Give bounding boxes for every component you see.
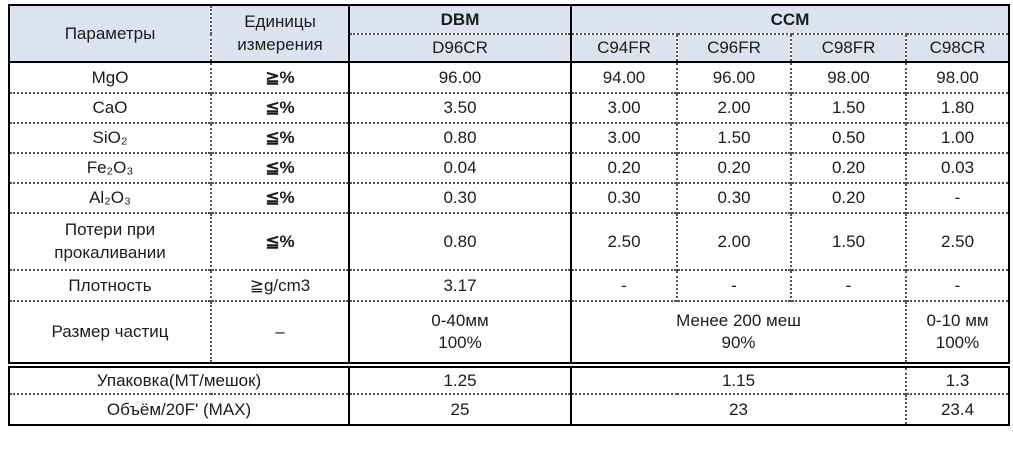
value-cell-d96cr: 0.80: [348, 212, 571, 270]
value-cell-c98fr: 0.20: [790, 182, 906, 213]
value-cell-c98cr: -: [904, 182, 1010, 213]
value-cell-ccm-merged: Менее 200 меш 90%: [570, 300, 906, 365]
unit-cell: ≦%: [210, 212, 349, 270]
param-cell: Al₂O₃: [9, 182, 211, 213]
value-cell-c98fr: 1.50: [790, 212, 906, 270]
value-cell-c98cr: 1.00: [904, 122, 1010, 153]
row-al2o3: Al₂O₃ ≦% 0.30 0.30 0.30 0.20 -: [9, 182, 1010, 213]
value-cell-c94fr: 0.20: [570, 152, 677, 183]
value-cell-c98cr: 0-10 мм 100%: [904, 300, 1010, 365]
row-mgo: MgO ≧% 96.00 94.00 96.00 98.00 98.00: [9, 61, 1010, 93]
header-model-d96cr: D96CR: [348, 33, 571, 62]
value-cell-c98fr: 1.50: [790, 92, 906, 123]
value-cell-c96fr: 1.50: [676, 122, 791, 153]
value-cell-c98fr: 98.00: [790, 61, 906, 93]
value-cell-c94fr: 3.00: [570, 92, 677, 123]
value-cell-c98cr: -: [904, 269, 1010, 301]
value-cell-d96cr: 96.00: [348, 61, 571, 93]
value-cell-d96cr: 0-40мм 100%: [348, 300, 571, 365]
param-cell: CaO: [9, 92, 211, 123]
header-parameters: Параметры: [9, 5, 211, 62]
value-cell-c98fr: 0.20: [790, 152, 906, 183]
value-cell-c96fr: 96.00: [676, 61, 791, 93]
value-cell-d96cr: 0.04: [348, 152, 571, 183]
unit-cell: –: [210, 300, 349, 365]
header-model-c94fr: C94FR: [570, 33, 677, 62]
value-cell-c96fr: 0.20: [676, 152, 791, 183]
value-cell-c98cr: 1.80: [904, 92, 1010, 123]
footer-label-cell: Упаковка(МТ/мешок): [9, 362, 349, 394]
param-cell: Плотность: [9, 269, 211, 301]
unit-cell: ≦%: [210, 92, 349, 123]
row-cao: CaO ≦% 3.50 3.00 2.00 1.50 1.80: [9, 92, 1010, 123]
row-loss-on-ignition: Потери при прокаливании ≦% 0.80 2.50 2.0…: [9, 212, 1010, 270]
value-cell-c94fr: -: [570, 269, 677, 301]
unit-cell: ≧g/cm3: [210, 269, 349, 301]
value-cell-c98fr: -: [790, 269, 906, 301]
value-cell-c94fr: 0.30: [570, 182, 677, 213]
header-model-c96fr: C96FR: [676, 33, 791, 62]
value-cell-c98fr: 0.50: [790, 122, 906, 153]
value-cell-c98cr: 2.50: [904, 212, 1010, 270]
value-cell-c94fr: 94.00: [570, 61, 677, 93]
value-cell-ccm-merged: 1.15: [570, 362, 906, 394]
unit-cell: ≧%: [210, 61, 349, 93]
unit-cell: ≦%: [210, 152, 349, 183]
unit-cell: ≦%: [210, 182, 349, 213]
value-cell-c98cr: 1.3: [904, 362, 1010, 394]
row-packing: Упаковка(МТ/мешок) 1.25 1.15 1.3: [9, 362, 1010, 394]
value-cell-c98cr: 98.00: [904, 61, 1010, 93]
header-units: Единицы измерения: [210, 5, 349, 62]
param-cell: SiO₂: [9, 122, 211, 153]
param-cell: Fe₂O₃: [9, 152, 211, 183]
value-cell-c96fr: 2.00: [676, 212, 791, 270]
header-model-c98fr: C98FR: [790, 33, 906, 62]
value-cell-c98cr: 23.4: [904, 393, 1010, 425]
value-cell-c96fr: 0.30: [676, 182, 791, 213]
spec-table: Параметры Единицы измерения DBM CCM D96C…: [8, 4, 1011, 426]
footer-label-cell: Объём/20F' (MAX): [9, 393, 349, 425]
value-cell-d96cr: 0.80: [348, 122, 571, 153]
param-cell: Размер частиц: [9, 300, 211, 365]
value-cell-c94fr: 3.00: [570, 122, 677, 153]
row-volume: Объём/20F' (MAX) 25 23 23.4: [9, 393, 1010, 425]
header-row-models: D96CR C94FR C96FR C98FR C98CR: [9, 33, 1010, 62]
value-cell-c96fr: 2.00: [676, 92, 791, 123]
header-group-ccm: CCM: [569, 5, 1010, 34]
header-model-c98cr: C98CR: [904, 33, 1010, 62]
value-cell-c98cr: 0.03: [904, 152, 1010, 183]
row-particle-size: Размер частиц – 0-40мм 100% Менее 200 ме…: [9, 300, 1010, 365]
value-cell-c94fr: 2.50: [570, 212, 677, 270]
value-cell-d96cr: 3.17: [348, 269, 571, 301]
row-sio2: SiO₂ ≦% 0.80 3.00 1.50 0.50 1.00: [9, 122, 1010, 153]
value-cell-c96fr: -: [676, 269, 791, 301]
header-row-groups: Параметры Единицы измерения DBM CCM: [9, 5, 1010, 62]
value-cell-d96cr: 1.25: [348, 362, 571, 394]
value-cell-d96cr: 3.50: [348, 92, 571, 123]
param-cell: MgO: [9, 61, 211, 93]
unit-cell: ≦%: [210, 122, 349, 153]
param-cell: Потери при прокаливании: [9, 212, 211, 270]
value-cell-ccm-merged: 23: [570, 393, 906, 425]
row-fe2o3: Fe₂O₃ ≦% 0.04 0.20 0.20 0.20 0.03: [9, 152, 1010, 183]
spec-sheet: Параметры Единицы измерения DBM CCM D96C…: [8, 4, 1011, 426]
header-group-dbm: DBM: [348, 5, 571, 34]
value-cell-d96cr: 25: [348, 393, 571, 425]
value-cell-d96cr: 0.30: [348, 182, 571, 213]
row-density: Плотность ≧g/cm3 3.17 - - - -: [9, 269, 1010, 301]
